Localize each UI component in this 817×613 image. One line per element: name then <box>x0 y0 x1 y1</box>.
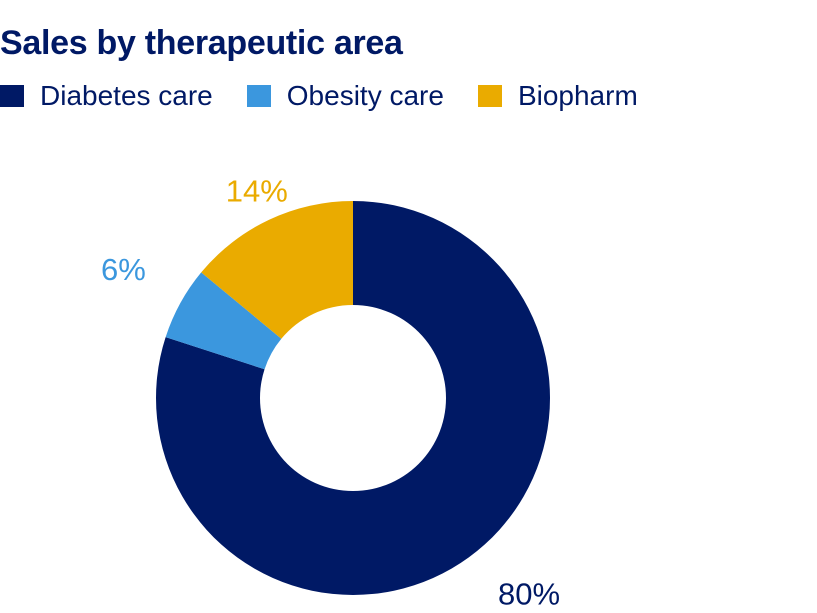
data-label-diabetes-care: 80% <box>498 577 560 612</box>
legend-swatch-obesity-care <box>246 85 271 107</box>
slice-obesity-care <box>165 272 282 370</box>
donut-data-labels: 80% 6% 14% <box>101 174 560 612</box>
legend-label-obesity-care: Obesity care <box>286 80 444 111</box>
chart-title: Sales by therapeutic area <box>0 24 403 62</box>
legend-item-biopharm: Biopharm <box>477 80 638 112</box>
data-label-biopharm: 14% <box>226 174 288 209</box>
legend-label-diabetes-care: Diabetes care <box>40 80 213 111</box>
legend-item-obesity-care: Obesity care <box>246 80 444 112</box>
legend-swatch-diabetes-care <box>0 85 24 107</box>
data-label-obesity-care: 6% <box>101 252 146 287</box>
legend-swatch-biopharm <box>477 85 502 107</box>
legend: Diabetes care Obesity care Biopharm <box>0 80 672 112</box>
slice-diabetes-care <box>156 201 550 595</box>
legend-label-biopharm: Biopharm <box>517 80 638 111</box>
legend-item-diabetes-care: Diabetes care <box>0 80 213 112</box>
donut-slices <box>156 201 550 595</box>
slice-biopharm <box>201 201 353 339</box>
